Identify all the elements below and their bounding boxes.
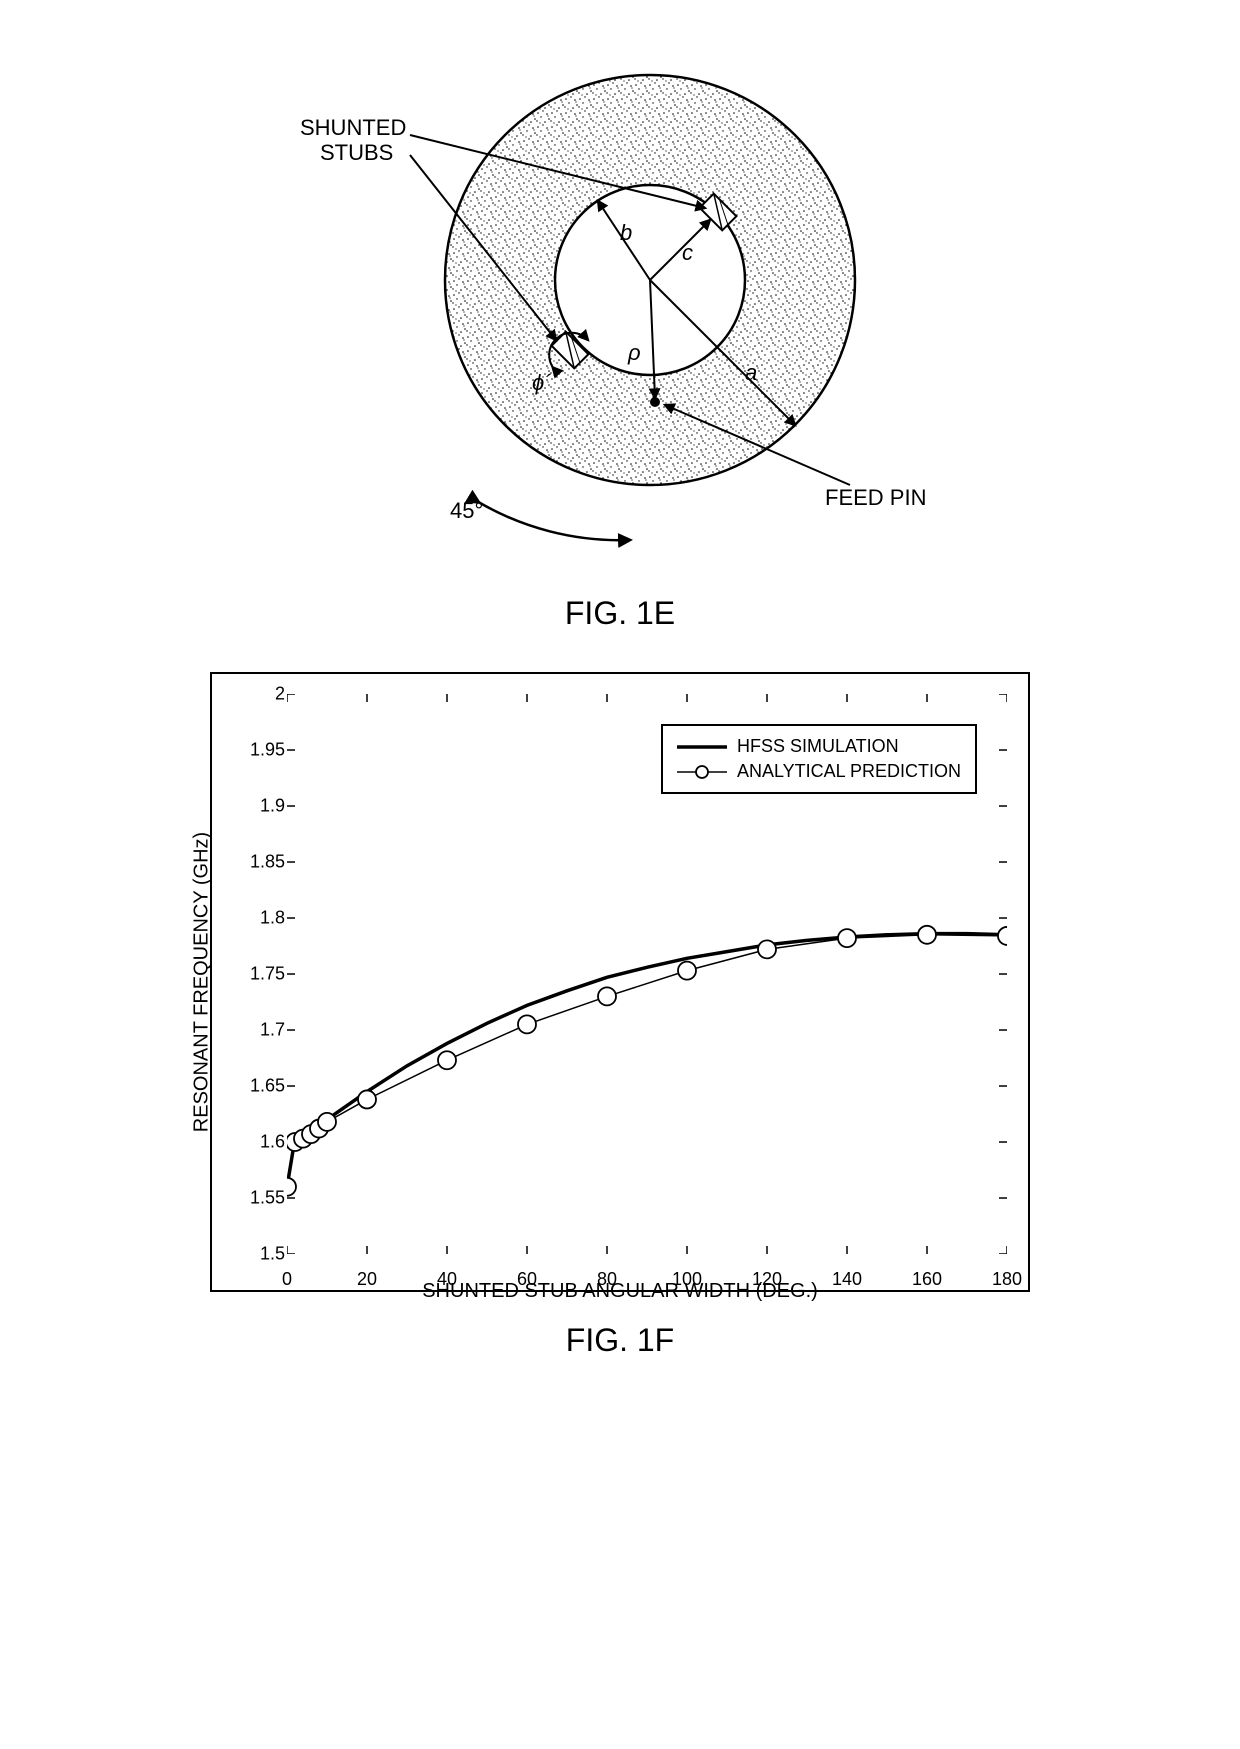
chart-frame: RESONANT FREQUENCY (GHz) SHUNTED STUB AN… <box>210 672 1030 1292</box>
y-tick-label: 1.85 <box>235 852 285 873</box>
label-c: c <box>682 240 693 265</box>
legend-label-hfss: HFSS SIMULATION <box>737 736 899 757</box>
y-tick-label: 1.6 <box>235 1132 285 1153</box>
legend-swatch-marker <box>677 765 727 779</box>
feed-pin-dot <box>650 397 660 407</box>
label-rho: ρ <box>627 340 641 365</box>
label-phi: ϕ´ <box>532 370 552 395</box>
y-tick-label: 1.65 <box>235 1076 285 1097</box>
x-tick-label: 140 <box>832 1269 862 1290</box>
legend-row-analytical: ANALYTICAL PREDICTION <box>677 759 961 784</box>
legend-swatch-line <box>677 740 727 754</box>
label-a: a <box>745 360 757 385</box>
figure-1e: b c a ρ ϕ´ SHUNTED STUBS <box>270 40 970 632</box>
y-tick-label: 1.9 <box>235 796 285 817</box>
x-tick-label: 100 <box>672 1269 702 1290</box>
page: b c a ρ ϕ´ SHUNTED STUBS <box>40 40 1200 1359</box>
shunted-stubs-label-line2: STUBS <box>320 140 393 165</box>
plot-area: 1.51.551.61.651.71.751.81.851.91.952 020… <box>287 694 1007 1254</box>
feed-pin-label: FEED PIN <box>825 485 926 510</box>
caption-1e: FIG. 1E <box>270 595 970 632</box>
y-axis-label: RESONANT FREQUENCY (GHz) <box>191 832 214 1132</box>
x-tick-label: 0 <box>282 1269 292 1290</box>
label-b: b <box>620 220 632 245</box>
y-tick-label: 1.95 <box>235 740 285 761</box>
y-tick-label: 1.55 <box>235 1188 285 1209</box>
legend: HFSS SIMULATION ANALYTICAL PREDICTION <box>661 724 977 794</box>
caption-1f: FIG. 1F <box>170 1322 1070 1359</box>
x-tick-label: 40 <box>437 1269 457 1290</box>
y-tick-label: 1.5 <box>235 1244 285 1265</box>
diagram-1e: b c a ρ ϕ´ SHUNTED STUBS <box>270 40 970 560</box>
legend-label-analytical: ANALYTICAL PREDICTION <box>737 761 961 782</box>
angle-label: 45° <box>450 498 483 523</box>
legend-row-hfss: HFSS SIMULATION <box>677 734 961 759</box>
y-tick-label: 2 <box>235 684 285 705</box>
x-tick-label: 60 <box>517 1269 537 1290</box>
angle-arc: 45° <box>450 498 630 540</box>
y-tick-label: 1.8 <box>235 908 285 929</box>
y-tick-label: 1.75 <box>235 964 285 985</box>
x-tick-label: 160 <box>912 1269 942 1290</box>
y-tick-label: 1.7 <box>235 1020 285 1041</box>
x-tick-label: 180 <box>992 1269 1022 1290</box>
shunted-stubs-label-line1: SHUNTED <box>300 115 406 140</box>
x-tick-label: 20 <box>357 1269 377 1290</box>
x-tick-label: 80 <box>597 1269 617 1290</box>
figure-1f: RESONANT FREQUENCY (GHz) SHUNTED STUB AN… <box>170 672 1070 1359</box>
x-tick-label: 120 <box>752 1269 782 1290</box>
